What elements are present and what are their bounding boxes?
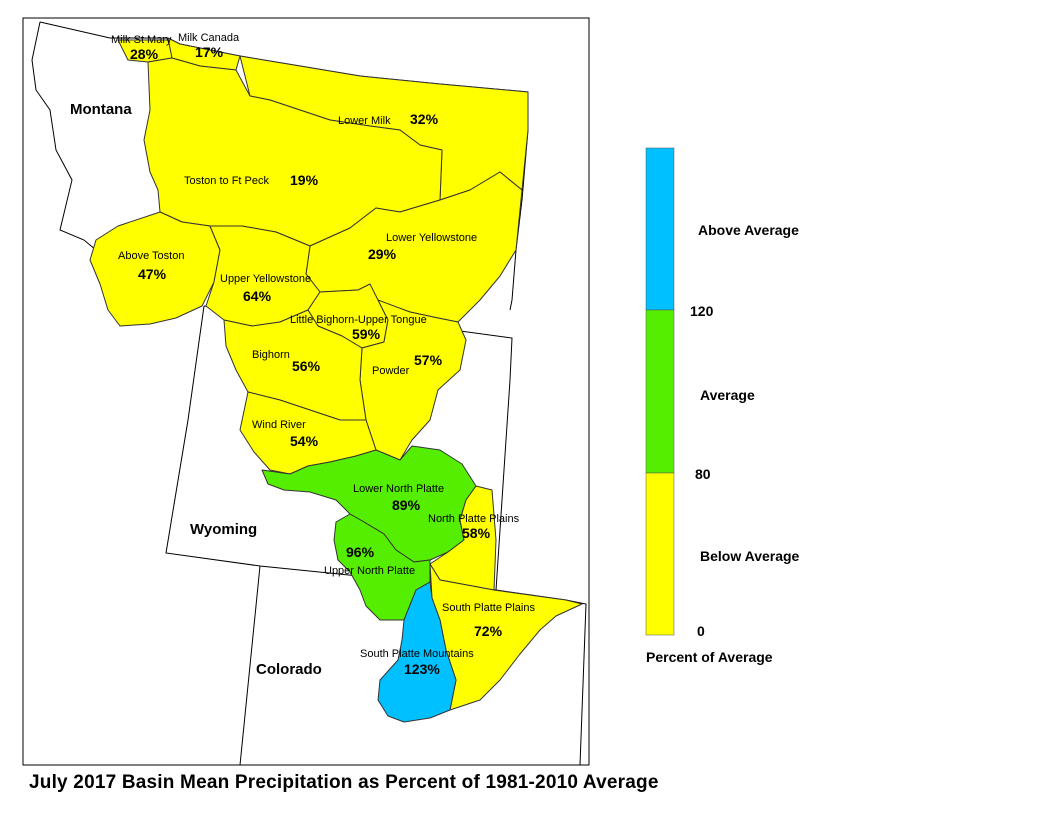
- basin-pct-lower-north-platte: 89%: [392, 497, 421, 513]
- basin-pct-lower-yellowstone: 29%: [368, 246, 397, 262]
- basin-pct-south-platte-plains: 72%: [474, 623, 503, 639]
- state-label-colorado: Colorado: [256, 661, 322, 678]
- basin-pct-south-platte-mountains: 123%: [404, 661, 440, 677]
- basin-pct-above-toston: 47%: [138, 266, 167, 282]
- legend-break-80: 80: [695, 466, 711, 482]
- basin-pct-upper-north-platte: 96%: [346, 544, 375, 560]
- legend-break-120: 120: [690, 303, 714, 319]
- basin-name-upper-north-platte: Upper North Platte: [324, 565, 415, 577]
- basin-pct-lower-milk: 32%: [410, 111, 439, 127]
- basin-pct-wind-river: 54%: [290, 433, 319, 449]
- basin-name-milk-st-mary: Milk St Mary: [111, 34, 172, 46]
- legend-swatch-above: [645, 147, 675, 311]
- basin-name-south-platte-mountains: South Platte Mountains: [360, 648, 474, 660]
- basin-name-south-platte-plains: South Platte Plains: [442, 602, 535, 614]
- basin-pct-toston-ft-peck: 19%: [290, 172, 319, 188]
- basin-powder: [359, 299, 467, 461]
- basin-pct-milk-canada: 17%: [195, 44, 224, 60]
- legend-swatch-below: [645, 472, 675, 636]
- basin-pct-north-platte-plains: 58%: [462, 525, 491, 541]
- basin-name-north-platte-plains: North Platte Plains: [428, 513, 520, 525]
- basin-name-bighorn: Bighorn: [252, 349, 290, 361]
- basin-name-milk-canada: Milk Canada: [178, 32, 240, 44]
- basin-pct-bighorn: 56%: [292, 358, 321, 374]
- state-label-montana: Montana: [70, 101, 132, 118]
- basin-name-wind-river: Wind River: [252, 419, 306, 431]
- basin-name-powder: Powder: [372, 365, 410, 377]
- legend-label-below: Below Average: [700, 548, 800, 564]
- basin-name-upper-yellowstone: Upper Yellowstone: [220, 273, 311, 285]
- basin-name-toston-ft-peck: Toston to Ft Peck: [184, 175, 269, 187]
- basin-pct-powder: 57%: [414, 352, 443, 368]
- basin-pct-upper-yellowstone: 64%: [243, 288, 272, 304]
- basin-south-platte-mountains: [377, 581, 457, 723]
- basin-name-lower-yellowstone: Lower Yellowstone: [386, 232, 477, 244]
- legend-title: Percent of Average: [646, 649, 773, 665]
- basin-name-little-bighorn: Little Bighorn-Upper Tongue: [290, 314, 427, 326]
- map-title: July 2017 Basin Mean Precipitation as Pe…: [29, 772, 659, 793]
- legend-swatch-average: [645, 309, 675, 474]
- state-label-wyoming: Wyoming: [190, 521, 257, 538]
- legend-break-0: 0: [697, 623, 705, 639]
- basin-pct-little-bighorn: 59%: [352, 326, 381, 342]
- basin-name-above-toston: Above Toston: [118, 250, 184, 262]
- legend-label-above: Above Average: [698, 222, 799, 238]
- basin-pct-milk-st-mary: 28%: [130, 46, 159, 62]
- basin-name-lower-milk: Lower Milk: [338, 115, 391, 127]
- legend: Above Average Average Below Average 120 …: [645, 147, 800, 665]
- basin-name-lower-north-platte: Lower North Platte: [353, 483, 444, 495]
- basin-above-toston: [89, 211, 221, 327]
- basin-bighorn: [223, 309, 367, 421]
- legend-label-average: Average: [700, 387, 755, 403]
